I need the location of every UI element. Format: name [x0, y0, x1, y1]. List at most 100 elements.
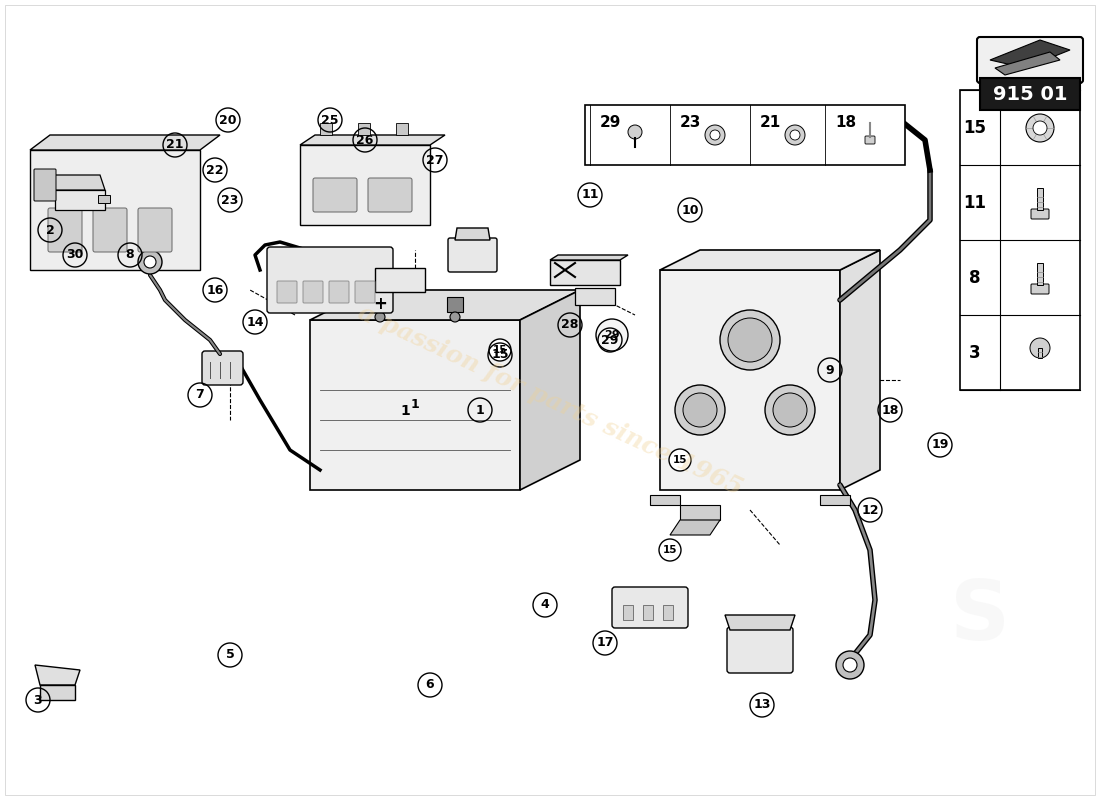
Circle shape: [1030, 338, 1050, 358]
Text: 29: 29: [604, 330, 619, 340]
Circle shape: [705, 125, 725, 145]
Circle shape: [710, 130, 720, 140]
FancyBboxPatch shape: [980, 78, 1080, 110]
FancyBboxPatch shape: [329, 281, 349, 303]
Circle shape: [669, 449, 691, 471]
Circle shape: [785, 125, 805, 145]
FancyBboxPatch shape: [448, 238, 497, 272]
Polygon shape: [35, 665, 80, 685]
Polygon shape: [375, 268, 425, 292]
Text: 27: 27: [427, 154, 443, 166]
FancyBboxPatch shape: [612, 587, 688, 628]
Text: 17: 17: [596, 637, 614, 650]
FancyBboxPatch shape: [960, 90, 1080, 390]
Text: 30: 30: [66, 249, 84, 262]
Polygon shape: [30, 150, 200, 270]
Polygon shape: [550, 260, 620, 285]
Text: 3: 3: [34, 694, 42, 706]
Polygon shape: [300, 145, 430, 225]
Circle shape: [596, 319, 628, 351]
Text: 25: 25: [321, 114, 339, 126]
Circle shape: [628, 125, 642, 139]
FancyBboxPatch shape: [865, 136, 874, 144]
Polygon shape: [660, 270, 840, 490]
Polygon shape: [996, 52, 1060, 75]
Circle shape: [720, 310, 780, 370]
FancyBboxPatch shape: [267, 247, 393, 313]
Text: 7: 7: [196, 389, 205, 402]
Text: 21: 21: [166, 138, 184, 151]
FancyBboxPatch shape: [977, 37, 1084, 83]
Circle shape: [1026, 114, 1054, 142]
FancyBboxPatch shape: [1031, 209, 1049, 219]
Polygon shape: [680, 505, 720, 520]
Polygon shape: [320, 123, 332, 135]
Text: 16: 16: [207, 283, 223, 297]
Text: +: +: [373, 295, 387, 313]
Polygon shape: [372, 297, 388, 312]
Text: 28: 28: [561, 318, 579, 331]
FancyBboxPatch shape: [355, 281, 375, 303]
Polygon shape: [447, 297, 463, 312]
Text: 2: 2: [45, 223, 54, 237]
Circle shape: [490, 339, 512, 361]
Circle shape: [450, 312, 460, 322]
Text: 3: 3: [969, 344, 981, 362]
Polygon shape: [650, 495, 680, 505]
Text: 1: 1: [475, 403, 484, 417]
Polygon shape: [623, 605, 632, 620]
Text: 20: 20: [219, 114, 236, 126]
Polygon shape: [455, 228, 490, 240]
Polygon shape: [725, 615, 795, 630]
FancyBboxPatch shape: [314, 178, 358, 212]
Text: 5: 5: [226, 649, 234, 662]
FancyBboxPatch shape: [368, 178, 412, 212]
Circle shape: [138, 250, 162, 274]
Polygon shape: [1037, 188, 1043, 210]
Polygon shape: [660, 250, 880, 270]
Text: S: S: [950, 576, 1010, 657]
FancyBboxPatch shape: [314, 249, 327, 261]
Text: 8: 8: [969, 269, 981, 287]
Text: 13: 13: [754, 698, 771, 711]
FancyBboxPatch shape: [202, 351, 243, 385]
Text: 19: 19: [932, 438, 948, 451]
Polygon shape: [990, 40, 1070, 68]
Text: 1: 1: [400, 404, 410, 418]
Polygon shape: [1037, 263, 1043, 285]
Text: 9: 9: [826, 363, 834, 377]
Circle shape: [144, 256, 156, 268]
Text: 1: 1: [410, 398, 419, 411]
Text: 10: 10: [681, 203, 698, 217]
FancyBboxPatch shape: [277, 281, 297, 303]
Polygon shape: [840, 250, 880, 490]
FancyBboxPatch shape: [302, 281, 323, 303]
Circle shape: [764, 385, 815, 435]
Polygon shape: [55, 190, 104, 210]
Text: 4: 4: [540, 598, 549, 611]
Polygon shape: [663, 605, 673, 620]
FancyBboxPatch shape: [94, 208, 126, 252]
Text: 15: 15: [662, 545, 678, 555]
Polygon shape: [520, 290, 580, 490]
Circle shape: [773, 393, 807, 427]
Polygon shape: [550, 255, 628, 260]
Text: 29: 29: [600, 115, 621, 130]
Text: 15: 15: [673, 455, 688, 465]
Circle shape: [790, 130, 800, 140]
Text: 14: 14: [246, 315, 264, 329]
Text: 23: 23: [680, 115, 702, 130]
Text: 8: 8: [125, 249, 134, 262]
Circle shape: [1033, 121, 1047, 135]
Polygon shape: [40, 685, 75, 700]
Polygon shape: [358, 123, 370, 135]
Polygon shape: [300, 135, 446, 145]
Text: 915 01: 915 01: [992, 85, 1067, 103]
Circle shape: [728, 318, 772, 362]
Text: a passion for parts since 1965: a passion for parts since 1965: [354, 300, 746, 500]
FancyBboxPatch shape: [138, 208, 172, 252]
Text: 29: 29: [602, 334, 618, 346]
Text: 11: 11: [964, 194, 987, 212]
Polygon shape: [310, 320, 520, 490]
Text: 26: 26: [356, 134, 374, 146]
